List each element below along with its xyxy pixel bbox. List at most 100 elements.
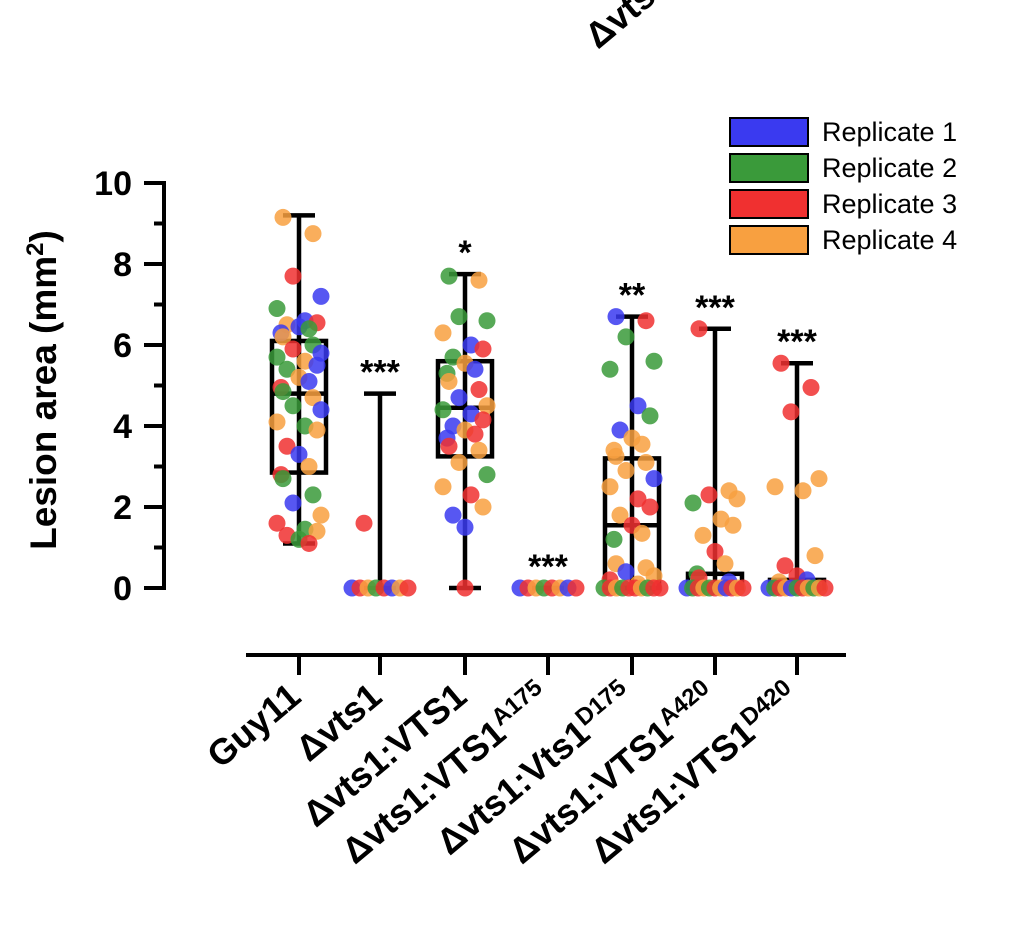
data-point — [268, 514, 286, 532]
data-point — [478, 312, 496, 330]
data-point — [645, 352, 663, 370]
data-point — [474, 498, 492, 516]
data-point — [637, 453, 655, 471]
data-point — [607, 308, 625, 326]
significance-label: * — [458, 234, 472, 272]
data-point — [300, 534, 318, 552]
category-labels: Guy11Δvts1Δvts1:VTS1Δvts1:VTS1A175Δvts1:… — [199, 674, 796, 872]
points-group-1 — [343, 514, 417, 597]
data-point — [478, 397, 496, 415]
data-point — [278, 360, 296, 378]
legend-label: Replicate 4 — [822, 225, 957, 255]
data-point — [611, 421, 629, 439]
data-point — [478, 466, 496, 484]
points-group-2 — [434, 267, 496, 597]
data-point — [274, 208, 292, 226]
data-point — [772, 354, 790, 372]
data-point — [629, 490, 647, 508]
axes: 0 2 4 6 8 10 — [94, 165, 846, 675]
data-point — [444, 506, 462, 524]
legend-swatch — [729, 117, 809, 147]
data-point — [284, 494, 302, 512]
data-point — [728, 490, 746, 508]
data-point — [434, 401, 452, 419]
data-points — [268, 208, 834, 597]
data-point — [794, 482, 812, 500]
data-point — [284, 340, 302, 358]
data-point — [700, 486, 718, 504]
y-tick-label: 10 — [94, 165, 132, 203]
box-plots — [269, 213, 827, 591]
data-point — [312, 506, 330, 524]
y-tick-label: 2 — [113, 489, 132, 527]
data-point — [462, 486, 480, 504]
y-axis-label-sup: 2 — [22, 242, 49, 255]
data-point — [617, 462, 635, 480]
y-axis-label: Lesion area (mm2) — [22, 230, 65, 550]
data-point — [284, 397, 302, 415]
data-point — [440, 267, 458, 285]
data-point — [268, 348, 286, 366]
category-label-sup: D175 — [570, 674, 631, 732]
y-tick-label: 0 — [113, 570, 132, 608]
data-point — [312, 401, 330, 419]
significance-label: *** — [360, 354, 400, 392]
data-point — [450, 453, 468, 471]
data-point — [651, 579, 669, 597]
y-axis-label-text: Lesion area (mm — [23, 256, 64, 550]
data-point — [290, 445, 308, 463]
data-point — [284, 267, 302, 285]
data-point — [645, 470, 663, 488]
data-point — [641, 407, 659, 425]
data-point — [440, 437, 458, 455]
legend-label: Replicate 3 — [822, 189, 957, 219]
legend-label: Replicate 1 — [822, 117, 957, 147]
cropped-header-text: Δvts — [577, 0, 663, 56]
significance-label: *** — [695, 289, 735, 327]
data-point — [706, 543, 724, 561]
legend-swatch — [729, 225, 809, 255]
data-point — [466, 425, 484, 443]
category-label-base: Guy11 — [199, 675, 308, 776]
data-point — [605, 530, 623, 548]
data-point — [355, 514, 373, 532]
legend-swatch — [729, 189, 809, 219]
points-group-6 — [760, 354, 834, 597]
data-point — [278, 437, 296, 455]
significance-label: *** — [777, 323, 817, 361]
category-label-sup: A420 — [653, 674, 714, 732]
data-point — [470, 381, 488, 399]
points-group-4 — [595, 308, 669, 597]
data-point — [300, 320, 318, 338]
data-point — [633, 435, 651, 453]
data-point — [776, 557, 794, 575]
data-point — [456, 518, 474, 536]
points-group-5 — [678, 320, 752, 597]
data-point — [300, 458, 318, 475]
data-point — [268, 300, 286, 318]
data-point — [474, 411, 492, 429]
data-point — [268, 413, 286, 431]
data-point — [690, 320, 708, 338]
legend-label: Replicate 2 — [822, 153, 957, 183]
data-point — [304, 389, 322, 407]
data-point — [607, 447, 625, 465]
data-point — [470, 271, 488, 289]
y-tick-label: 6 — [113, 327, 132, 365]
points-group-0 — [268, 208, 330, 552]
data-point — [611, 506, 629, 524]
data-point — [474, 340, 492, 358]
y-tick-label: 4 — [113, 408, 132, 446]
data-point — [456, 579, 474, 597]
legend-swatch — [729, 153, 809, 183]
data-point — [633, 524, 651, 542]
data-point — [440, 372, 458, 390]
data-point — [617, 328, 635, 346]
data-point — [399, 579, 417, 597]
data-point — [694, 526, 712, 544]
significance-labels: ********* ****** — [360, 234, 817, 586]
data-point — [802, 379, 820, 397]
box-1 — [364, 391, 396, 591]
data-point — [617, 563, 635, 581]
